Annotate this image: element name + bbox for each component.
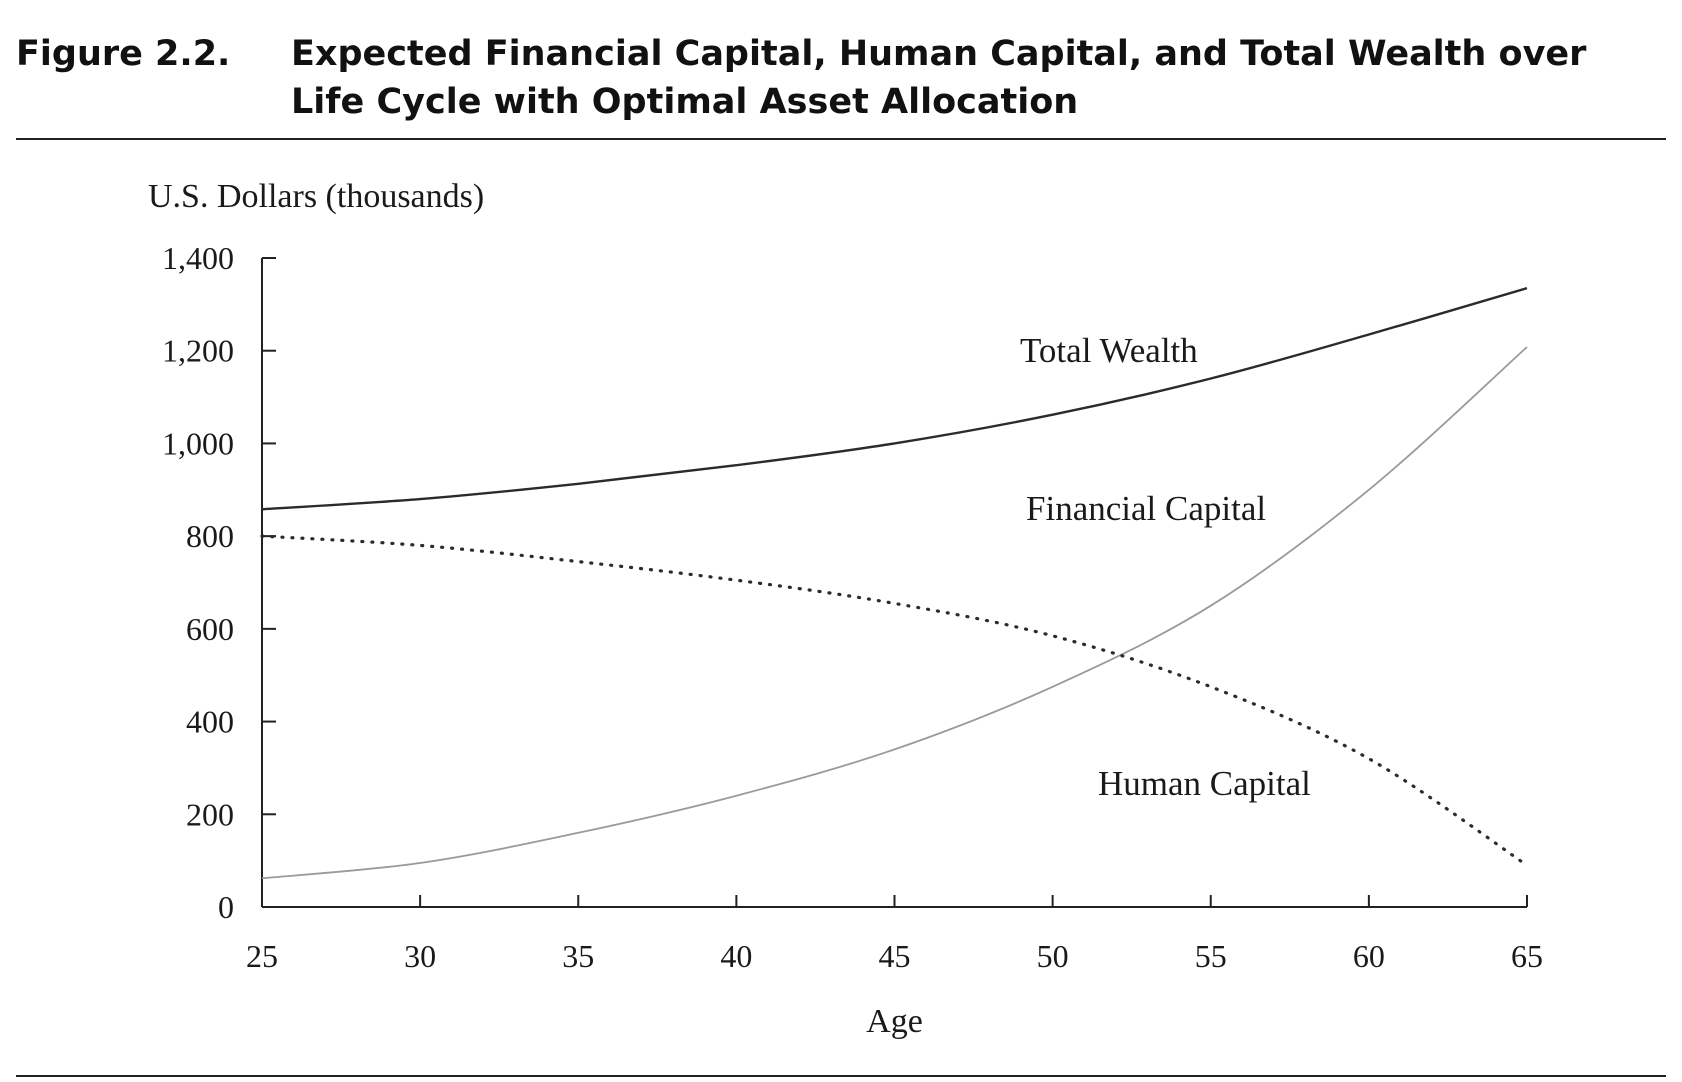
x-tick-label: 65 — [1511, 938, 1543, 974]
series-total-wealth-line — [261, 286, 1528, 511]
x-axis-label: Age — [866, 1003, 923, 1040]
x-tick-label: 55 — [1195, 938, 1227, 974]
series-human-capital-label: Human Capital — [1098, 764, 1311, 803]
y-tick-label: 600 — [186, 611, 234, 647]
y-tick-label: 1,400 — [162, 240, 234, 276]
x-tick-label: 60 — [1353, 938, 1385, 974]
figure-number: Figure 2.2. — [16, 34, 231, 74]
y-tick-label: 800 — [186, 518, 234, 554]
series-human-capital-line — [260, 534, 1529, 867]
y-tick-label: 1,200 — [162, 333, 234, 369]
x-tick-label: 40 — [720, 938, 752, 974]
y-tick-label: 1,000 — [162, 425, 234, 461]
chart-axes — [261, 258, 1527, 908]
series-financial-capital-label: Financial Capital — [1026, 489, 1266, 528]
x-tick-label: 25 — [246, 938, 278, 974]
series-financial-capital-line — [261, 346, 1528, 880]
y-ticks: 0 200 400 600 800 1,000 1,200 1,400 — [162, 240, 276, 925]
figure-title: Expected Financial Capital, Human Capita… — [291, 34, 1587, 122]
y-tick-label: 200 — [186, 796, 234, 832]
x-tick-label: 45 — [879, 938, 911, 974]
bottom-rule — [16, 1075, 1666, 1077]
x-tick-label: 30 — [404, 938, 436, 974]
series-labels: Total Wealth Financial Capital Human Capit… — [1020, 331, 1311, 803]
y-axis-label: U.S. Dollars (thousands) — [148, 178, 484, 215]
series-lines — [260, 286, 1529, 880]
x-tick-label: 35 — [562, 938, 594, 974]
x-ticks: 25 30 35 40 45 50 55 60 65 — [246, 895, 1543, 974]
series-total-wealth-label: Total Wealth — [1020, 331, 1198, 370]
y-tick-label: 400 — [186, 704, 234, 740]
top-rule — [16, 138, 1666, 140]
y-tick-label: 0 — [218, 889, 234, 925]
x-tick-label: 50 — [1037, 938, 1069, 974]
